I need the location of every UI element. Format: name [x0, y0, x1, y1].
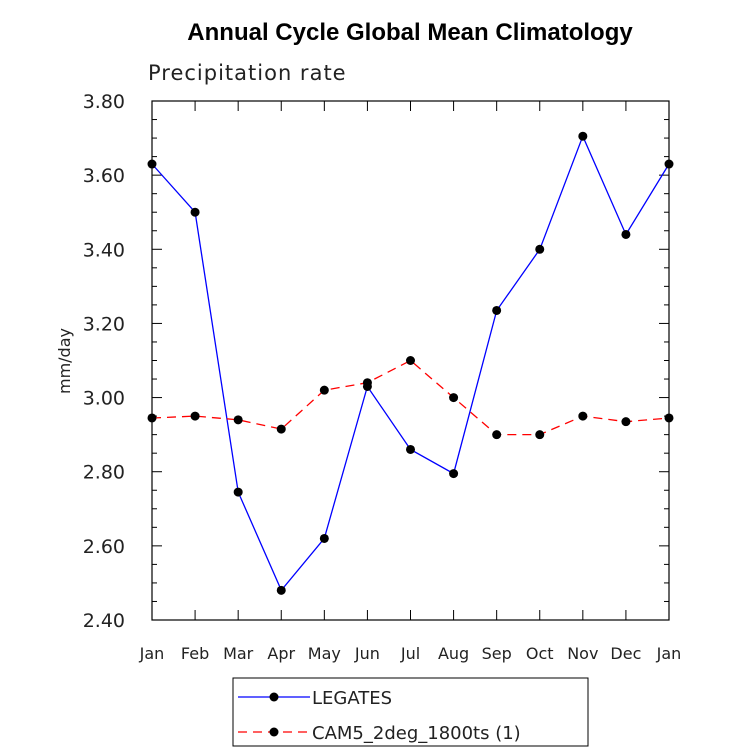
x-tick-label: Oct: [526, 644, 554, 663]
x-tick-label: Jul: [400, 644, 420, 663]
series-0-point: [319, 533, 329, 543]
y-tick-label: 3.80: [83, 91, 125, 113]
series-1-point: [406, 356, 415, 365]
x-tick-labels: Jan Feb Mar Apr May Jun Jul Aug Sep Oct Nov Dec Jan: [139, 644, 682, 663]
legend-box: [232, 677, 589, 747]
chart-title: Annual Cycle Global Mean Climatology: [187, 19, 633, 46]
x-tick-label: Aug: [438, 644, 469, 663]
y-tick-label: 3.00: [83, 388, 125, 410]
series-0-point: [449, 469, 459, 479]
legend-items: LEGATES CAM5_2deg_1800ts (1): [238, 688, 521, 744]
series-1-point: [535, 430, 545, 440]
x-tick-label: Feb: [181, 644, 209, 663]
series-1-point: [147, 413, 157, 423]
legend-marker-0: [269, 692, 279, 702]
legend-label-1: CAM5_2deg_1800ts (1): [312, 723, 521, 744]
series-1-point: [190, 411, 200, 421]
series-line-1: [151, 359, 670, 436]
y-tick-label: 2.80: [83, 462, 125, 484]
x-tick-label: Sep: [482, 644, 512, 663]
series-0-point: [276, 585, 286, 595]
y-tick-label: 3.20: [83, 313, 125, 335]
legend-label-0: LEGATES: [312, 688, 392, 709]
y-tick-labels: 2.40 2.60 2.80 3.00 3.20 3.40 3.60 3.80: [83, 91, 125, 632]
series-1-point: [578, 411, 588, 421]
series-0-point: [621, 229, 631, 239]
x-tick-label: Jan: [139, 644, 165, 663]
series-0-point: [535, 244, 545, 254]
chart-subtitle: Precipitation rate: [148, 61, 347, 85]
series-1-point: [664, 413, 674, 423]
series-1-point: [362, 378, 372, 388]
x-tick-label: Dec: [610, 644, 641, 663]
x-tick-label: Jun: [354, 644, 380, 663]
series-1-point: [276, 424, 286, 434]
series-0-point: [578, 131, 588, 141]
x-tick-label: May: [308, 644, 341, 663]
series-0-point: [233, 487, 243, 497]
series-0-point: [492, 305, 502, 315]
series-layer: [147, 131, 674, 595]
series-0-point: [664, 159, 674, 169]
x-tick-label: Nov: [567, 644, 598, 663]
y-tick-label: 2.40: [83, 610, 125, 632]
series-1-point: [319, 385, 329, 395]
legend: LEGATES CAM5_2deg_1800ts (1): [232, 677, 589, 747]
x-tick-label: Jan: [656, 644, 682, 663]
series-1-point: [449, 393, 459, 403]
series-1-point: [233, 415, 243, 425]
x-tick-label: Mar: [223, 644, 254, 663]
x-tick-label: Apr: [267, 644, 295, 663]
series-1-point: [621, 417, 631, 427]
series-1-point: [492, 430, 502, 440]
legend-marker-1: [269, 727, 279, 737]
series-0-point: [147, 159, 157, 169]
y-tick-label: 3.60: [83, 165, 125, 187]
y-axis-label: mm/day: [55, 328, 74, 394]
y-tick-label: 2.60: [83, 536, 125, 558]
series-0-point: [406, 444, 415, 454]
series-0-point: [190, 207, 200, 217]
axis-ticks: [151, 100, 670, 621]
y-tick-label: 3.40: [83, 239, 125, 261]
